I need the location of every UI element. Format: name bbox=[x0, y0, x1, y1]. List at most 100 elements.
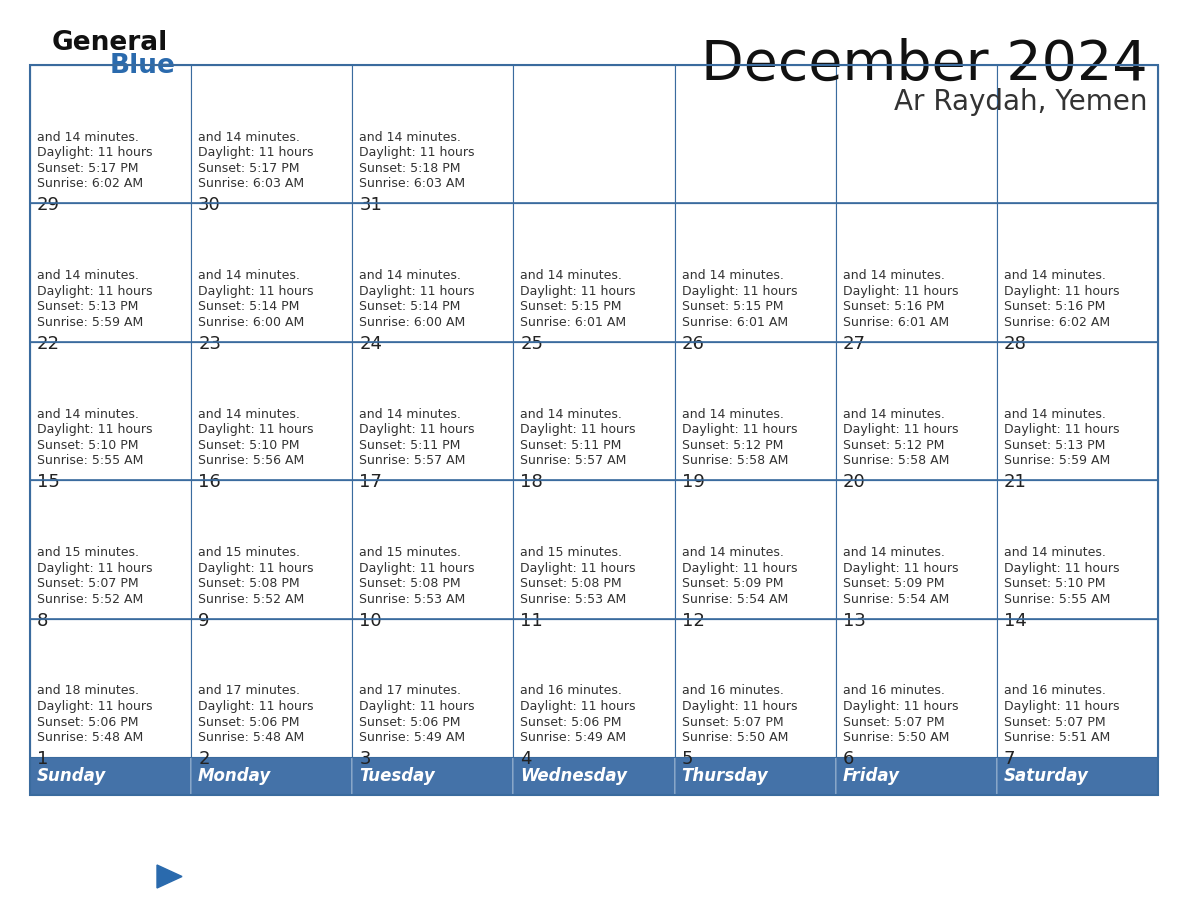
Text: Daylight: 11 hours: Daylight: 11 hours bbox=[682, 423, 797, 436]
Text: Sunrise: 6:01 AM: Sunrise: 6:01 AM bbox=[842, 316, 949, 329]
Text: Daylight: 11 hours: Daylight: 11 hours bbox=[1004, 423, 1119, 436]
Text: Daylight: 11 hours: Daylight: 11 hours bbox=[1004, 700, 1119, 713]
Bar bbox=[835, 757, 997, 795]
Text: Sunset: 5:18 PM: Sunset: 5:18 PM bbox=[359, 162, 461, 175]
Text: 26: 26 bbox=[682, 335, 704, 353]
Text: December 2024: December 2024 bbox=[701, 38, 1148, 92]
Bar bbox=[353, 619, 513, 757]
Text: Sunrise: 5:49 AM: Sunrise: 5:49 AM bbox=[359, 731, 466, 744]
Text: Sunrise: 5:51 AM: Sunrise: 5:51 AM bbox=[1004, 731, 1110, 744]
Bar bbox=[353, 341, 513, 480]
Text: Sunrise: 6:00 AM: Sunrise: 6:00 AM bbox=[359, 316, 466, 329]
Text: Tuesday: Tuesday bbox=[359, 767, 435, 785]
Text: and 15 minutes.: and 15 minutes. bbox=[198, 546, 301, 559]
Text: 12: 12 bbox=[682, 611, 704, 630]
Text: Sunset: 5:16 PM: Sunset: 5:16 PM bbox=[842, 300, 944, 313]
Text: Daylight: 11 hours: Daylight: 11 hours bbox=[682, 285, 797, 297]
Text: 25: 25 bbox=[520, 335, 543, 353]
Text: Daylight: 11 hours: Daylight: 11 hours bbox=[198, 423, 314, 436]
Text: and 15 minutes.: and 15 minutes. bbox=[37, 546, 139, 559]
Text: Sunset: 5:15 PM: Sunset: 5:15 PM bbox=[682, 300, 783, 313]
Text: Sunrise: 5:48 AM: Sunrise: 5:48 AM bbox=[198, 731, 304, 744]
Text: Sunset: 5:06 PM: Sunset: 5:06 PM bbox=[37, 715, 139, 729]
Text: and 14 minutes.: and 14 minutes. bbox=[682, 269, 783, 283]
Text: and 14 minutes.: and 14 minutes. bbox=[520, 269, 623, 283]
Text: Sunset: 5:07 PM: Sunset: 5:07 PM bbox=[682, 715, 783, 729]
Text: Daylight: 11 hours: Daylight: 11 hours bbox=[682, 700, 797, 713]
Bar bbox=[835, 619, 997, 757]
Bar bbox=[997, 341, 1158, 480]
Text: and 14 minutes.: and 14 minutes. bbox=[1004, 408, 1106, 420]
Text: Daylight: 11 hours: Daylight: 11 hours bbox=[37, 700, 152, 713]
Text: and 16 minutes.: and 16 minutes. bbox=[842, 685, 944, 698]
Bar bbox=[997, 757, 1158, 795]
Text: Sunset: 5:16 PM: Sunset: 5:16 PM bbox=[1004, 300, 1105, 313]
Text: 28: 28 bbox=[1004, 335, 1026, 353]
Text: Friday: Friday bbox=[842, 767, 899, 785]
Bar bbox=[353, 757, 513, 795]
Text: 11: 11 bbox=[520, 611, 543, 630]
Bar bbox=[30, 65, 191, 204]
Text: Sunrise: 6:01 AM: Sunrise: 6:01 AM bbox=[520, 316, 626, 329]
Text: and 14 minutes.: and 14 minutes. bbox=[37, 131, 139, 144]
Text: 13: 13 bbox=[842, 611, 866, 630]
Text: 29: 29 bbox=[37, 196, 61, 215]
Text: Daylight: 11 hours: Daylight: 11 hours bbox=[520, 423, 636, 436]
Text: Daylight: 11 hours: Daylight: 11 hours bbox=[1004, 562, 1119, 575]
Text: and 14 minutes.: and 14 minutes. bbox=[842, 269, 944, 283]
Text: Sunrise: 5:59 AM: Sunrise: 5:59 AM bbox=[1004, 454, 1110, 467]
Bar bbox=[997, 619, 1158, 757]
Text: Sunrise: 5:54 AM: Sunrise: 5:54 AM bbox=[682, 593, 788, 606]
Text: Sunrise: 5:50 AM: Sunrise: 5:50 AM bbox=[842, 731, 949, 744]
Text: 2: 2 bbox=[198, 750, 209, 768]
Text: and 14 minutes.: and 14 minutes. bbox=[842, 546, 944, 559]
Text: 27: 27 bbox=[842, 335, 866, 353]
Text: Sunset: 5:10 PM: Sunset: 5:10 PM bbox=[198, 439, 299, 452]
Text: and 15 minutes.: and 15 minutes. bbox=[359, 546, 461, 559]
Text: Sunrise: 6:03 AM: Sunrise: 6:03 AM bbox=[359, 177, 466, 190]
Text: 16: 16 bbox=[198, 473, 221, 491]
Text: Sunset: 5:07 PM: Sunset: 5:07 PM bbox=[37, 577, 139, 590]
Text: 17: 17 bbox=[359, 473, 383, 491]
Text: Daylight: 11 hours: Daylight: 11 hours bbox=[842, 562, 959, 575]
Text: and 14 minutes.: and 14 minutes. bbox=[682, 408, 783, 420]
Bar bbox=[835, 204, 997, 341]
Bar bbox=[513, 204, 675, 341]
Text: Sunset: 5:12 PM: Sunset: 5:12 PM bbox=[842, 439, 944, 452]
Text: Sunrise: 5:50 AM: Sunrise: 5:50 AM bbox=[682, 731, 788, 744]
Text: 1: 1 bbox=[37, 750, 49, 768]
Bar bbox=[513, 341, 675, 480]
Text: and 14 minutes.: and 14 minutes. bbox=[198, 408, 301, 420]
Text: Daylight: 11 hours: Daylight: 11 hours bbox=[520, 700, 636, 713]
Text: 18: 18 bbox=[520, 473, 543, 491]
Text: and 14 minutes.: and 14 minutes. bbox=[359, 131, 461, 144]
Text: Sunset: 5:12 PM: Sunset: 5:12 PM bbox=[682, 439, 783, 452]
Bar bbox=[191, 341, 353, 480]
Bar bbox=[30, 204, 191, 341]
Text: and 18 minutes.: and 18 minutes. bbox=[37, 685, 139, 698]
Bar bbox=[30, 65, 1158, 795]
Bar bbox=[191, 65, 353, 204]
Bar bbox=[191, 619, 353, 757]
Bar bbox=[30, 757, 191, 795]
Text: 7: 7 bbox=[1004, 750, 1016, 768]
Text: 3: 3 bbox=[359, 750, 371, 768]
Text: Daylight: 11 hours: Daylight: 11 hours bbox=[37, 423, 152, 436]
Text: and 14 minutes.: and 14 minutes. bbox=[842, 408, 944, 420]
Text: Sunrise: 6:02 AM: Sunrise: 6:02 AM bbox=[1004, 316, 1110, 329]
Text: General: General bbox=[52, 30, 169, 56]
Text: 4: 4 bbox=[520, 750, 532, 768]
Text: 21: 21 bbox=[1004, 473, 1026, 491]
Text: and 17 minutes.: and 17 minutes. bbox=[198, 685, 301, 698]
Bar bbox=[191, 757, 353, 795]
Bar bbox=[30, 341, 191, 480]
Bar bbox=[675, 480, 835, 619]
Text: and 14 minutes.: and 14 minutes. bbox=[198, 269, 301, 283]
Bar bbox=[835, 480, 997, 619]
Text: and 14 minutes.: and 14 minutes. bbox=[37, 269, 139, 283]
Text: Daylight: 11 hours: Daylight: 11 hours bbox=[520, 285, 636, 297]
Text: Daylight: 11 hours: Daylight: 11 hours bbox=[37, 146, 152, 160]
Bar bbox=[513, 757, 675, 795]
Text: 19: 19 bbox=[682, 473, 704, 491]
Bar bbox=[675, 341, 835, 480]
